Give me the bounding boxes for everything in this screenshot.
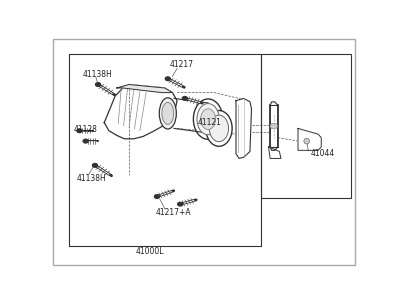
Text: 41217: 41217	[169, 60, 193, 69]
Text: 41044: 41044	[310, 149, 335, 158]
Circle shape	[154, 195, 160, 198]
Circle shape	[96, 83, 100, 86]
Polygon shape	[104, 85, 177, 139]
Circle shape	[83, 139, 88, 143]
Ellipse shape	[197, 103, 219, 135]
Polygon shape	[117, 85, 172, 93]
Ellipse shape	[159, 98, 176, 129]
Text: 41000L: 41000L	[135, 247, 164, 256]
Circle shape	[270, 123, 278, 129]
Circle shape	[77, 129, 82, 133]
Polygon shape	[298, 128, 321, 150]
Text: 41128: 41128	[73, 125, 97, 134]
Ellipse shape	[206, 110, 232, 146]
Ellipse shape	[162, 102, 174, 124]
Ellipse shape	[304, 138, 310, 144]
Ellipse shape	[209, 115, 228, 142]
Circle shape	[92, 164, 98, 167]
Circle shape	[182, 97, 187, 100]
Circle shape	[178, 202, 183, 206]
Text: 41121: 41121	[197, 118, 221, 127]
Text: 41138H: 41138H	[76, 174, 106, 183]
Text: 41138H: 41138H	[82, 70, 112, 79]
Text: 41217+A: 41217+A	[155, 208, 191, 217]
Bar	[261, 55, 351, 198]
Polygon shape	[270, 102, 278, 150]
Ellipse shape	[201, 109, 216, 130]
Ellipse shape	[193, 99, 223, 140]
Circle shape	[165, 77, 170, 81]
Polygon shape	[236, 98, 252, 158]
Polygon shape	[268, 147, 281, 158]
